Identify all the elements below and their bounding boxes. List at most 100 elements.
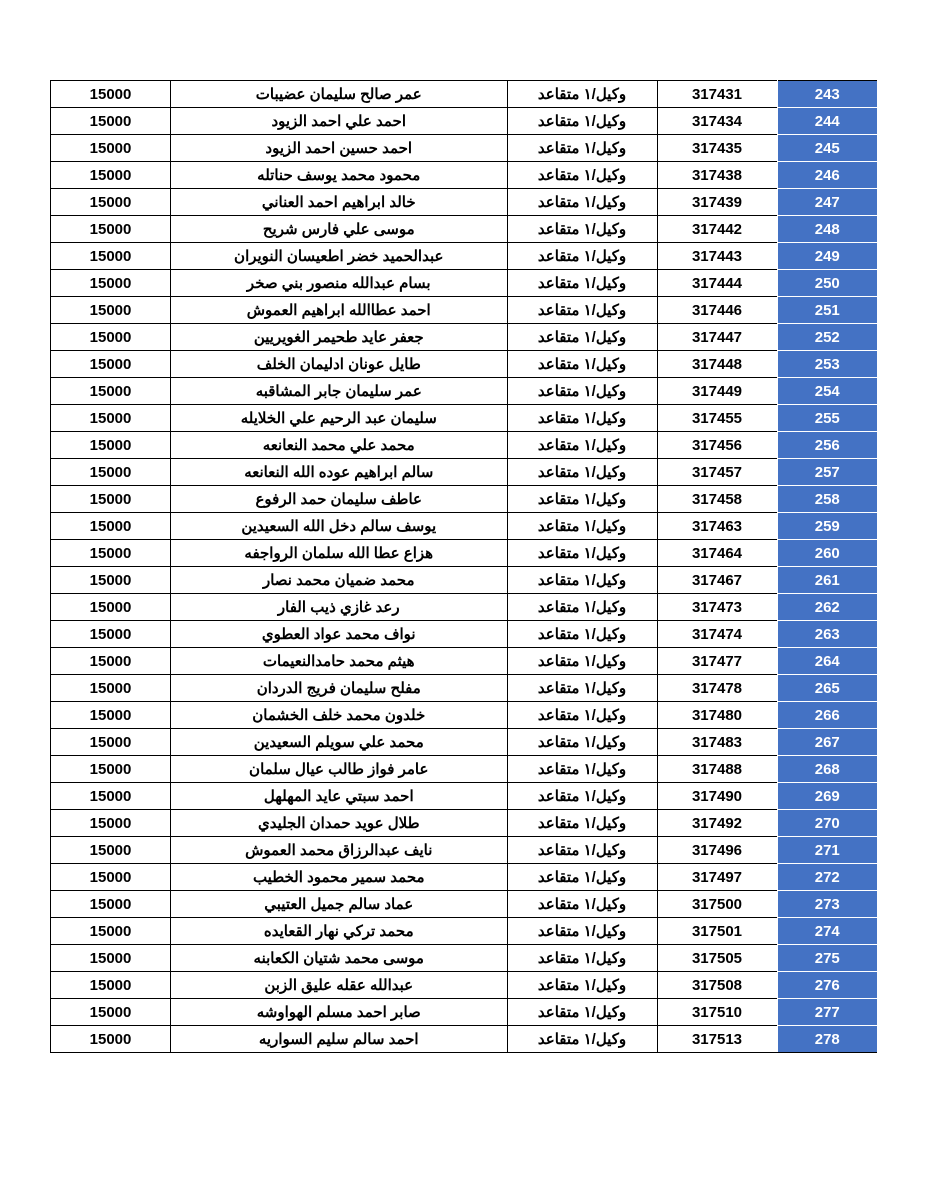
table-row: 243317431وكيل/١ متقاعدعمر صالح سليمان عض… xyxy=(51,81,878,108)
cell-rank: وكيل/١ متقاعد xyxy=(507,729,657,756)
cell-name: محمد علي محمد النعانعه xyxy=(171,432,508,459)
cell-index: 271 xyxy=(777,837,877,864)
cell-index: 261 xyxy=(777,567,877,594)
cell-rank: وكيل/١ متقاعد xyxy=(507,648,657,675)
cell-index: 247 xyxy=(777,189,877,216)
cell-rank: وكيل/١ متقاعد xyxy=(507,891,657,918)
cell-rank: وكيل/١ متقاعد xyxy=(507,108,657,135)
cell-amount: 15000 xyxy=(51,459,171,486)
cell-amount: 15000 xyxy=(51,702,171,729)
cell-id: 317458 xyxy=(657,486,777,513)
cell-id: 317434 xyxy=(657,108,777,135)
cell-amount: 15000 xyxy=(51,864,171,891)
table-row: 254317449وكيل/١ متقاعدعمر سليمان جابر ال… xyxy=(51,378,878,405)
cell-amount: 15000 xyxy=(51,351,171,378)
cell-index: 256 xyxy=(777,432,877,459)
cell-amount: 15000 xyxy=(51,405,171,432)
cell-id: 317438 xyxy=(657,162,777,189)
cell-index: 245 xyxy=(777,135,877,162)
cell-name: بسام عبدالله منصور بني صخر xyxy=(171,270,508,297)
cell-amount: 15000 xyxy=(51,594,171,621)
table-row: 266317480وكيل/١ متقاعدخلدون محمد خلف الخ… xyxy=(51,702,878,729)
table-row: 272317497وكيل/١ متقاعدمحمد سمير محمود ال… xyxy=(51,864,878,891)
table-row: 246317438وكيل/١ متقاعدمحمود محمد يوسف حن… xyxy=(51,162,878,189)
cell-rank: وكيل/١ متقاعد xyxy=(507,486,657,513)
cell-id: 317508 xyxy=(657,972,777,999)
cell-rank: وكيل/١ متقاعد xyxy=(507,216,657,243)
cell-rank: وكيل/١ متقاعد xyxy=(507,189,657,216)
cell-index: 277 xyxy=(777,999,877,1026)
cell-index: 276 xyxy=(777,972,877,999)
cell-index: 253 xyxy=(777,351,877,378)
cell-id: 317467 xyxy=(657,567,777,594)
table-row: 270317492وكيل/١ متقاعدطلال عويد حمدان ال… xyxy=(51,810,878,837)
cell-rank: وكيل/١ متقاعد xyxy=(507,702,657,729)
cell-name: نواف محمد عواد العطوي xyxy=(171,621,508,648)
cell-rank: وكيل/١ متقاعد xyxy=(507,945,657,972)
cell-name: هزاع عطا الله سلمان الرواجفه xyxy=(171,540,508,567)
cell-index: 251 xyxy=(777,297,877,324)
cell-id: 317463 xyxy=(657,513,777,540)
table-row: 278317513وكيل/١ متقاعداحمد سالم سليم الس… xyxy=(51,1026,878,1053)
table-row: 267317483وكيل/١ متقاعدمحمد علي سويلم الس… xyxy=(51,729,878,756)
table-row: 273317500وكيل/١ متقاعدعماد سالم جميل الع… xyxy=(51,891,878,918)
cell-name: عبدالحميد خضر اطعيسان النويران xyxy=(171,243,508,270)
cell-name: محمود محمد يوسف حناتله xyxy=(171,162,508,189)
cell-amount: 15000 xyxy=(51,918,171,945)
cell-id: 317480 xyxy=(657,702,777,729)
cell-rank: وكيل/١ متقاعد xyxy=(507,972,657,999)
cell-index: 262 xyxy=(777,594,877,621)
table-row: 264317477وكيل/١ متقاعدهيثم محمد حامدالنع… xyxy=(51,648,878,675)
cell-id: 317442 xyxy=(657,216,777,243)
cell-name: هيثم محمد حامدالنعيمات xyxy=(171,648,508,675)
cell-rank: وكيل/١ متقاعد xyxy=(507,135,657,162)
cell-name: رعد غازي ذيب الفار xyxy=(171,594,508,621)
cell-name: احمد سبتي عايد المهلهل xyxy=(171,783,508,810)
cell-rank: وكيل/١ متقاعد xyxy=(507,540,657,567)
cell-name: احمد علي احمد الزيود xyxy=(171,108,508,135)
cell-rank: وكيل/١ متقاعد xyxy=(507,297,657,324)
table-row: 251317446وكيل/١ متقاعداحمد عطاالله ابراه… xyxy=(51,297,878,324)
cell-index: 265 xyxy=(777,675,877,702)
cell-id: 317444 xyxy=(657,270,777,297)
cell-id: 317448 xyxy=(657,351,777,378)
table-row: 268317488وكيل/١ متقاعدعامر فواز طالب عيا… xyxy=(51,756,878,783)
cell-id: 317435 xyxy=(657,135,777,162)
table-row: 275317505وكيل/١ متقاعدموسى محمد شتيان ال… xyxy=(51,945,878,972)
cell-name: مفلح سليمان فريج الدردان xyxy=(171,675,508,702)
cell-amount: 15000 xyxy=(51,243,171,270)
cell-amount: 15000 xyxy=(51,297,171,324)
cell-rank: وكيل/١ متقاعد xyxy=(507,459,657,486)
cell-id: 317483 xyxy=(657,729,777,756)
cell-name: سالم ابراهيم عوده الله النعانعه xyxy=(171,459,508,486)
cell-amount: 15000 xyxy=(51,324,171,351)
cell-amount: 15000 xyxy=(51,675,171,702)
cell-rank: وكيل/١ متقاعد xyxy=(507,432,657,459)
cell-id: 317431 xyxy=(657,81,777,108)
table-row: 252317447وكيل/١ متقاعدجعفر عايد طحيمر ال… xyxy=(51,324,878,351)
cell-amount: 15000 xyxy=(51,270,171,297)
cell-id: 317492 xyxy=(657,810,777,837)
table-row: 274317501وكيل/١ متقاعدمحمد تركي نهار الق… xyxy=(51,918,878,945)
cell-name: جعفر عايد طحيمر الغويريين xyxy=(171,324,508,351)
cell-amount: 15000 xyxy=(51,432,171,459)
cell-name: عامر فواز طالب عيال سلمان xyxy=(171,756,508,783)
table-row: 259317463وكيل/١ متقاعديوسف سالم دخل الله… xyxy=(51,513,878,540)
cell-id: 317505 xyxy=(657,945,777,972)
cell-amount: 15000 xyxy=(51,756,171,783)
cell-amount: 15000 xyxy=(51,891,171,918)
cell-index: 244 xyxy=(777,108,877,135)
cell-name: طايل عونان ادليمان الخلف xyxy=(171,351,508,378)
cell-name: نايف عبدالرزاق محمد العموش xyxy=(171,837,508,864)
cell-index: 268 xyxy=(777,756,877,783)
cell-index: 259 xyxy=(777,513,877,540)
cell-rank: وكيل/١ متقاعد xyxy=(507,567,657,594)
cell-amount: 15000 xyxy=(51,621,171,648)
cell-amount: 15000 xyxy=(51,999,171,1026)
cell-rank: وكيل/١ متقاعد xyxy=(507,594,657,621)
cell-id: 317464 xyxy=(657,540,777,567)
cell-amount: 15000 xyxy=(51,189,171,216)
table-row: 249317443وكيل/١ متقاعدعبدالحميد خضر اطعي… xyxy=(51,243,878,270)
cell-name: محمد تركي نهار القعايده xyxy=(171,918,508,945)
cell-name: خالد ابراهيم احمد العناني xyxy=(171,189,508,216)
